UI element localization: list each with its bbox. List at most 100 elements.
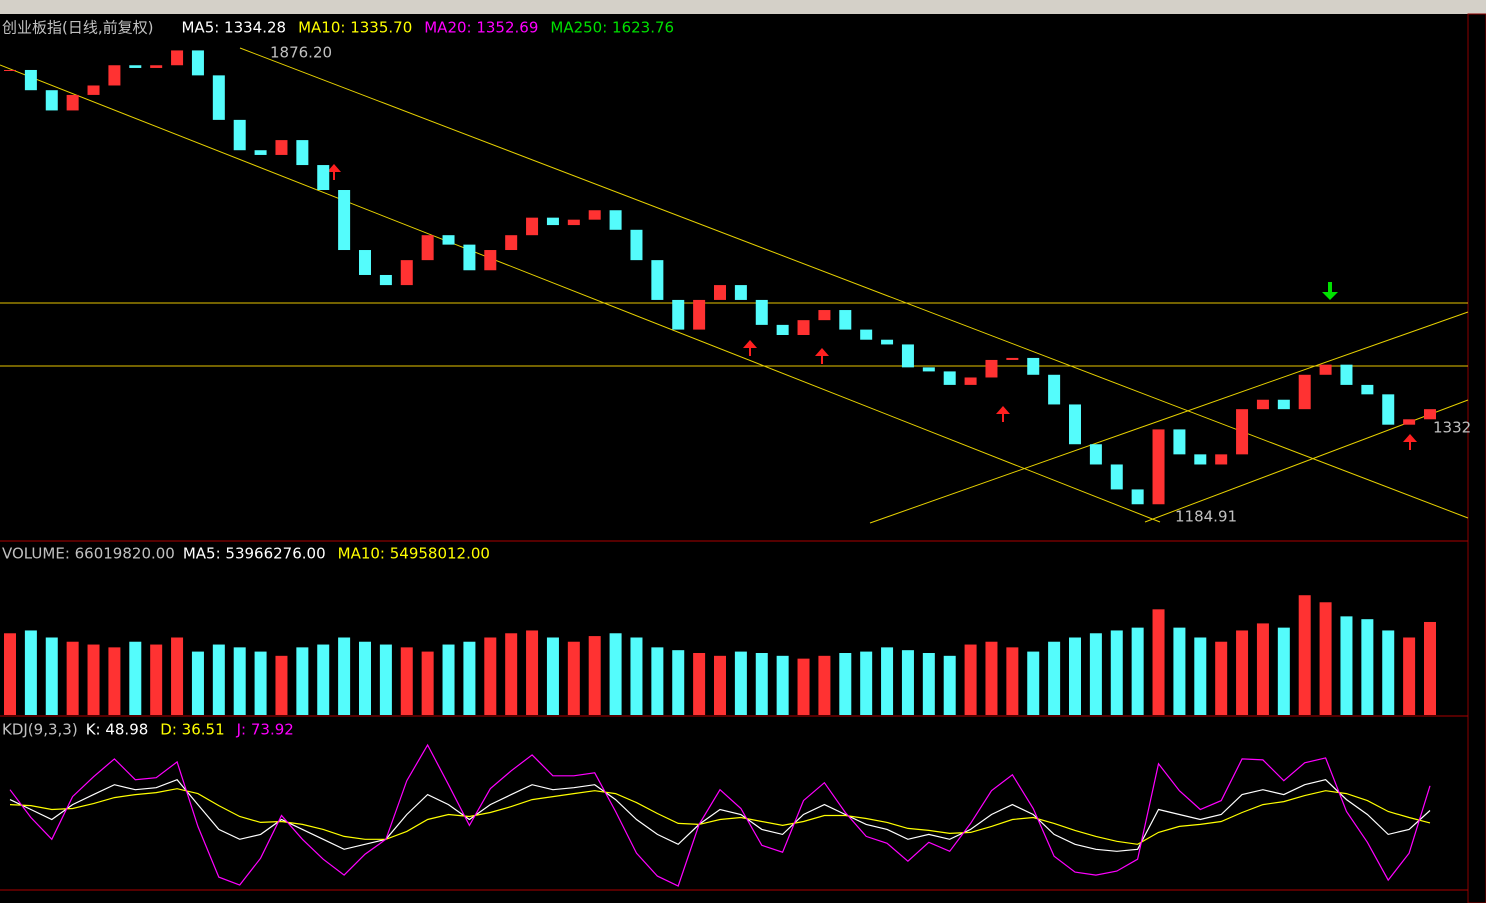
candle bbox=[1173, 429, 1186, 455]
volume-bar bbox=[4, 633, 16, 715]
candle bbox=[734, 285, 747, 300]
candle bbox=[839, 310, 852, 330]
candle bbox=[87, 85, 100, 95]
volume-bar bbox=[714, 655, 726, 715]
volume-bar bbox=[1173, 627, 1186, 715]
volume-bar bbox=[171, 637, 184, 715]
trend-line bbox=[0, 64, 1161, 523]
signal-arrow bbox=[1322, 282, 1338, 300]
right-axis bbox=[1467, 13, 1486, 903]
candle bbox=[609, 210, 622, 230]
candle bbox=[4, 69, 16, 71]
candle bbox=[985, 359, 998, 378]
volume-bar bbox=[1277, 627, 1290, 715]
volume-bar bbox=[463, 641, 476, 715]
volume-bar bbox=[943, 655, 956, 715]
volume-bar bbox=[526, 630, 539, 715]
candle bbox=[1298, 374, 1311, 410]
candle bbox=[191, 50, 204, 76]
candle bbox=[1152, 429, 1165, 505]
volume-bar bbox=[922, 653, 935, 715]
volume-bar bbox=[818, 655, 831, 715]
volume-bar bbox=[1194, 637, 1207, 715]
volume-bar bbox=[359, 641, 371, 715]
candle bbox=[922, 367, 935, 372]
candle bbox=[1194, 454, 1207, 465]
legend-entry: MA20: 1352.69 bbox=[424, 19, 538, 37]
candle bbox=[546, 217, 559, 226]
volume-bar bbox=[296, 647, 309, 715]
volume-bar bbox=[108, 647, 121, 715]
volume-bar bbox=[254, 651, 267, 715]
legend-entry: MA5: 1334.28 bbox=[181, 19, 286, 37]
volume-bar bbox=[1236, 630, 1249, 715]
volume-bar bbox=[484, 637, 497, 715]
candle bbox=[108, 65, 121, 86]
candle bbox=[567, 219, 580, 226]
volume-bar bbox=[24, 630, 37, 715]
volume-bar bbox=[505, 633, 518, 715]
candle bbox=[797, 320, 810, 335]
candle bbox=[1277, 399, 1290, 410]
trend-line bbox=[239, 47, 1469, 519]
candle bbox=[1340, 364, 1353, 385]
volume-bar bbox=[755, 653, 768, 715]
legend-entry: D: 36.51 bbox=[160, 721, 224, 739]
candle bbox=[1027, 357, 1040, 375]
candle bbox=[714, 285, 726, 300]
legend-entry: MA5: 53966276.00 bbox=[183, 545, 326, 563]
candle bbox=[526, 217, 539, 236]
candle bbox=[1131, 489, 1144, 505]
volume-bar bbox=[400, 647, 413, 715]
volume-bar bbox=[1089, 633, 1102, 715]
kdj-line bbox=[9, 778, 1431, 852]
volume-bar bbox=[588, 636, 601, 715]
volume-bar bbox=[129, 641, 142, 715]
volume-bar bbox=[1215, 641, 1228, 715]
candle bbox=[505, 235, 518, 251]
candle bbox=[1424, 409, 1436, 420]
candle bbox=[317, 165, 330, 191]
volume-bar bbox=[860, 651, 873, 715]
volume-bar bbox=[693, 653, 706, 715]
candle bbox=[943, 371, 956, 385]
panel-title: KDJ(9,3,3) bbox=[2, 721, 78, 739]
volume-bar bbox=[421, 651, 434, 715]
candle bbox=[964, 377, 977, 385]
candle bbox=[212, 75, 225, 120]
volume-bar bbox=[567, 641, 580, 715]
volume-bar bbox=[734, 651, 747, 715]
volume-bar bbox=[609, 633, 622, 715]
volume-bar bbox=[317, 644, 330, 715]
trend-line bbox=[1144, 399, 1469, 523]
candle bbox=[818, 310, 831, 321]
volume-bar bbox=[1361, 619, 1374, 715]
candle bbox=[150, 65, 163, 68]
volume-bar bbox=[901, 650, 914, 715]
tab-bar bbox=[0, 0, 1486, 14]
volume-bar bbox=[1069, 637, 1081, 715]
volume-bar bbox=[1382, 630, 1395, 715]
volume-bar bbox=[1298, 595, 1311, 715]
volume-bar bbox=[1110, 630, 1123, 715]
volume-bar bbox=[630, 637, 643, 715]
candle bbox=[1361, 384, 1374, 395]
candle bbox=[776, 324, 789, 335]
candle bbox=[1006, 357, 1019, 360]
candle bbox=[672, 299, 685, 330]
candle bbox=[1110, 464, 1123, 490]
volume-bar bbox=[1424, 621, 1436, 715]
candle bbox=[1215, 454, 1228, 465]
candle bbox=[233, 119, 246, 151]
candle bbox=[1256, 399, 1269, 410]
volume-bar bbox=[1256, 623, 1269, 715]
volume-bar bbox=[1131, 627, 1144, 715]
volume-bar bbox=[985, 641, 998, 715]
volume-bar bbox=[66, 641, 79, 715]
candle bbox=[442, 235, 455, 245]
candle bbox=[881, 339, 894, 345]
trend-line bbox=[869, 311, 1469, 524]
volume-bar bbox=[1027, 651, 1040, 715]
candle bbox=[630, 229, 643, 261]
candle bbox=[1048, 374, 1061, 405]
